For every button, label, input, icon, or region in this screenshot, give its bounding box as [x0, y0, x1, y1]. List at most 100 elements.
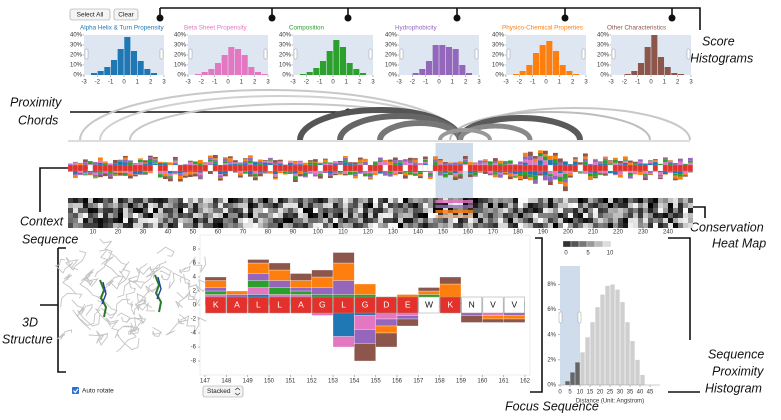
x-tick-label: -2: [410, 80, 416, 86]
context-segment: [518, 164, 523, 165]
context-segment: [208, 157, 213, 160]
context-segment: [558, 173, 563, 177]
context-segment: [188, 171, 193, 172]
context-segment: [628, 172, 633, 176]
heat-cell: [263, 208, 268, 213]
context-segment: [193, 171, 198, 173]
context-segment: [643, 163, 648, 165]
heat-cell: [483, 203, 488, 208]
context-segment: [288, 172, 293, 174]
context-residue: [467, 164, 473, 172]
property-segment: [311, 276, 334, 288]
annotation: 3D: [22, 315, 38, 329]
heat-cell: [683, 213, 688, 218]
context-segment: [573, 157, 578, 159]
heat-cell: [518, 223, 523, 228]
context-segment: [313, 162, 318, 165]
heat-cell: [628, 218, 633, 223]
context-segment: [293, 179, 298, 182]
heat-cell: [653, 223, 658, 228]
annotation: Sequence: [708, 347, 764, 361]
context-segment: [668, 171, 673, 172]
context-segment: [583, 153, 588, 157]
heat-cell: [483, 213, 488, 218]
histogram-bar: [459, 65, 466, 75]
heat-cell: [588, 213, 593, 218]
context-segment: [283, 171, 288, 172]
heat-cell: [258, 223, 263, 228]
histogram-title: Alpha Helix & Turn Propensity: [80, 25, 165, 32]
heat-cell: [253, 208, 258, 213]
context-segment: [608, 163, 613, 165]
context-segment: [373, 161, 378, 163]
context-segment: [448, 172, 453, 175]
context-segment: [493, 158, 498, 162]
button-label[interactable]: Select All: [77, 12, 104, 19]
heat-cell: [573, 218, 578, 223]
x-tick-label: 2: [676, 80, 680, 86]
context-residue: [337, 164, 343, 172]
context-segment: [473, 172, 478, 176]
heat-cell: [623, 218, 628, 223]
dropdown[interactable]: [202, 385, 244, 398]
context-segment: [248, 160, 253, 163]
heat-cell: [323, 223, 328, 228]
dropdown-label[interactable]: Stacked: [207, 388, 231, 395]
x-tick-label: 230: [638, 230, 649, 236]
x-tick-label: 60: [215, 230, 222, 236]
context-segment: [613, 162, 618, 165]
button-label[interactable]: Clear: [118, 12, 134, 19]
heat-cell: [183, 223, 188, 228]
legend-swatch: [562, 240, 572, 248]
context-segment: [358, 163, 363, 165]
heat-cell: [148, 198, 153, 203]
y-tick-label: 30%: [597, 43, 610, 49]
button[interactable]: [69, 8, 111, 21]
residue-box: [290, 296, 312, 314]
property-segment: [247, 287, 270, 295]
heat-cell: [98, 208, 103, 213]
heat-cell: [298, 223, 303, 228]
histogram-bar: [221, 55, 228, 75]
context-segment: [373, 162, 378, 165]
context-segment: [453, 176, 458, 178]
context-segment: [558, 158, 563, 163]
heat-cell: [608, 223, 613, 228]
context-residue: [627, 164, 633, 172]
heat-cell: [238, 208, 243, 213]
context-segment: [178, 171, 183, 174]
heat-cell: [603, 218, 608, 223]
heat-cell: [293, 198, 298, 203]
y-tick-label: 40%: [385, 33, 398, 39]
context-segment: [323, 162, 328, 164]
button[interactable]: [113, 8, 139, 21]
heat-cell: [103, 213, 108, 218]
heat-cell: [343, 208, 348, 213]
heat-cell: [328, 208, 333, 213]
context-segment: [468, 173, 473, 175]
histogram-bar: [90, 73, 98, 75]
context-residue: [422, 164, 428, 172]
heat-cell: [178, 203, 183, 208]
heat-cell: [573, 213, 578, 218]
toolbar: Select All Clear: [69, 8, 139, 21]
context-segment: [653, 162, 658, 165]
checkbox[interactable]: [72, 387, 79, 394]
context-segment: [398, 171, 403, 175]
context-segment: [98, 172, 103, 176]
heat-cell: [88, 208, 93, 213]
checkbox-label[interactable]: Auto rotate: [82, 388, 114, 395]
context-segment: [498, 163, 503, 165]
property-segment: [375, 325, 398, 334]
context-segment: [88, 172, 93, 175]
context-segment: [483, 171, 488, 174]
heat-cell: [313, 218, 318, 223]
heat-cell: [548, 213, 553, 218]
heat-cell: [418, 218, 423, 223]
range-handle: [159, 48, 164, 60]
context-residue: [162, 164, 168, 172]
heat-cell: [368, 208, 373, 213]
y-tick-label: 6: [193, 261, 197, 267]
context-segment: [193, 172, 198, 174]
heat-cell: [133, 218, 138, 223]
